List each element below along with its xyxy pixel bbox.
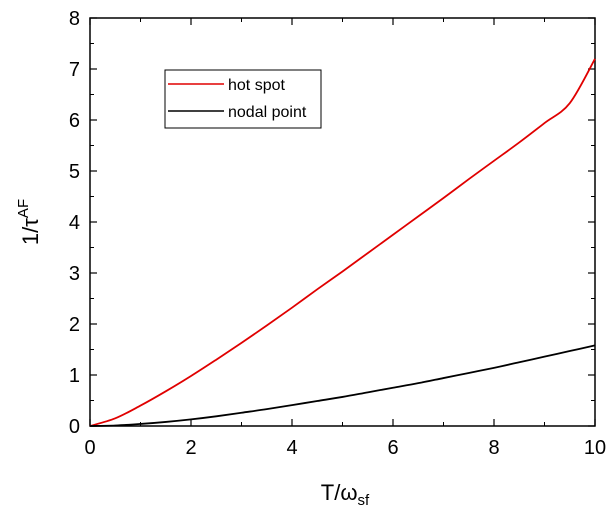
y-tick-label: 7 bbox=[69, 59, 80, 81]
x-tick-label: 4 bbox=[286, 437, 297, 459]
axis-ticks bbox=[89, 17, 596, 427]
y-tick-label: 3 bbox=[69, 263, 80, 285]
x-tick-label: 2 bbox=[185, 437, 196, 459]
legend: hot spot nodal point bbox=[164, 69, 322, 129]
legend-box bbox=[164, 69, 322, 129]
y-tick-label: 2 bbox=[69, 314, 80, 336]
y-tick-label: 0 bbox=[69, 416, 80, 438]
legend-label-hot-spot: hot spot bbox=[228, 77, 285, 94]
y-tick-label: 8 bbox=[69, 8, 80, 30]
tick-labels: 0 2 4 6 8 10 0 1 2 3 4 5 6 7 8 bbox=[69, 8, 606, 459]
series-lines bbox=[89, 58, 596, 427]
x-tick-label: 6 bbox=[387, 437, 398, 459]
series-line-nodal-point bbox=[89, 344, 596, 427]
legend-label-nodal-point: nodal point bbox=[228, 104, 307, 121]
x-tick-label: 10 bbox=[584, 437, 606, 459]
x-axis-title: T/ωsf bbox=[321, 480, 370, 509]
y-tick-label: 5 bbox=[69, 161, 80, 183]
y-tick-label: 4 bbox=[69, 212, 80, 234]
y-axis-title: 1/τAF bbox=[15, 199, 43, 245]
y-tick-label: 1 bbox=[69, 365, 80, 387]
y-tick-label: 6 bbox=[69, 110, 80, 132]
series-line-hot-spot bbox=[89, 58, 596, 427]
x-tick-label: 8 bbox=[488, 437, 499, 459]
x-tick-label: 0 bbox=[84, 437, 95, 459]
